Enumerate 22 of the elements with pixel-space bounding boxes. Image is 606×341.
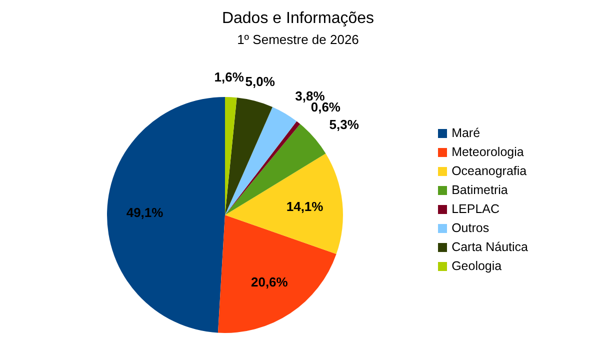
pie-slice — [225, 124, 326, 215]
pie-slice — [218, 215, 336, 333]
legend-label: Carta Náutica — [452, 238, 528, 256]
legend-label: Batimetria — [452, 182, 508, 198]
legend-label: Outros — [452, 220, 490, 236]
pie-slice — [225, 98, 272, 215]
data-label: 20,6% — [250, 274, 288, 290]
legend-label: LEPLAC — [452, 200, 500, 218]
data-label: 1,6% — [214, 70, 244, 85]
pie-slice — [225, 154, 343, 254]
legend-label: Meteorologia — [452, 144, 524, 161]
data-label: 14,1% — [286, 199, 324, 214]
legend-label: Maré — [452, 124, 480, 142]
pie-slice — [107, 97, 225, 333]
data-label: 49,1% — [126, 205, 164, 220]
pie-slice — [225, 97, 237, 215]
data-label: 5,0% — [245, 74, 276, 90]
chart-title: Dados e Informações — [220, 9, 376, 28]
legend-label: Oceanografia — [452, 162, 527, 180]
chart-subtitle: 1º Semestre de 2026 — [236, 32, 360, 47]
data-label: 5,3% — [329, 117, 360, 132]
legend-label: Geologia — [452, 258, 502, 275]
